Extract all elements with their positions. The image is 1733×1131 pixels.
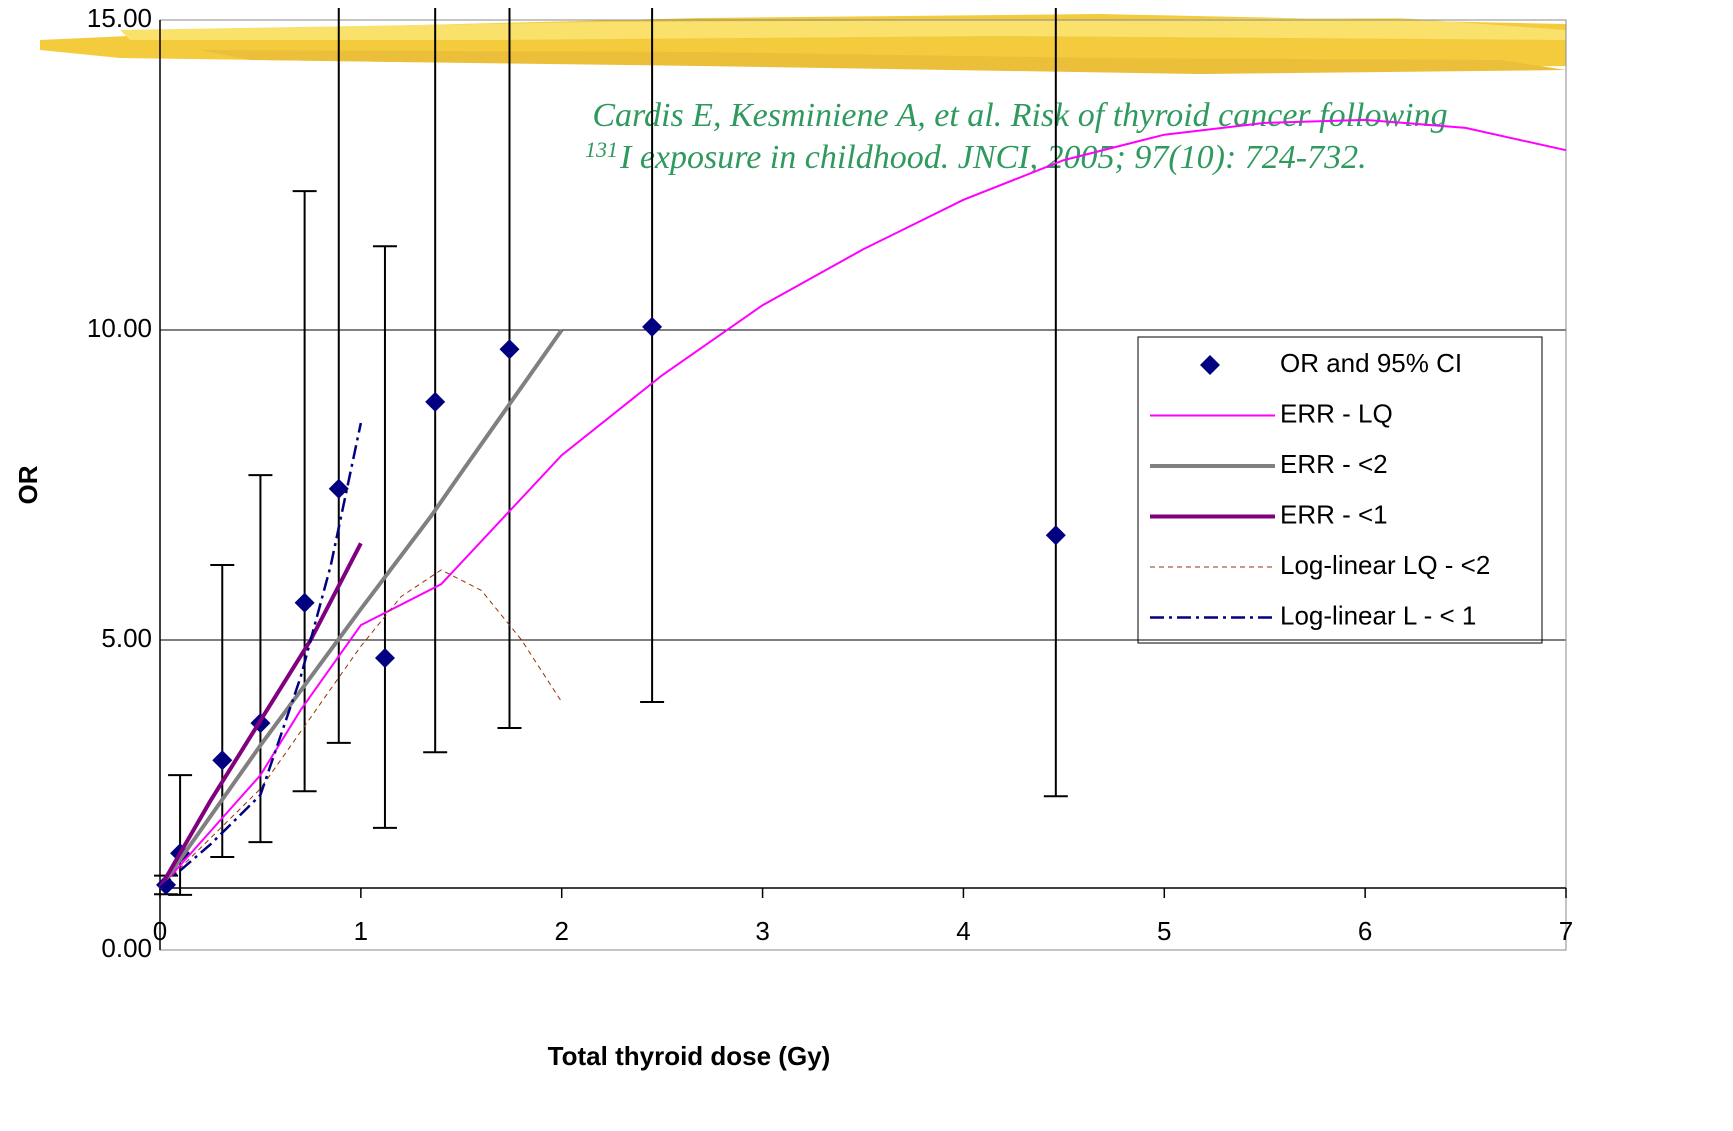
y-axis-label: OR: [13, 465, 43, 504]
x-tick-label: 4: [956, 916, 970, 946]
line-series: [159, 118, 1567, 889]
point: [374, 647, 395, 668]
point: [425, 391, 446, 412]
y-tick-label: 15.00: [87, 3, 152, 33]
citation-sup: 131: [585, 137, 618, 162]
x-tick-label: 6: [1358, 916, 1372, 946]
plot-area: [154, 8, 1567, 896]
line-series: [158, 542, 363, 890]
citation: I exposure in childhood. JNCI, 2005; 97(…: [619, 139, 1367, 176]
legend-label: ERR - LQ: [1280, 398, 1393, 428]
y-tick-label: 10.00: [87, 313, 152, 343]
point: [212, 750, 233, 771]
legend-label: ERR - <1: [1280, 499, 1388, 529]
x-tick-label: 1: [354, 916, 368, 946]
point: [328, 478, 349, 499]
legend-label: ERR - <2: [1280, 449, 1388, 479]
x-tick-label: 2: [554, 916, 568, 946]
y-tick-label: 0.00: [101, 933, 152, 963]
legend-label: Log-linear LQ - <2: [1280, 550, 1490, 580]
point: [642, 316, 663, 337]
legend-label: Log-linear L - < 1: [1280, 600, 1476, 630]
line-series: [158, 328, 564, 890]
y-tick-label: 5.00: [101, 623, 152, 653]
legend-swatch: [1200, 355, 1220, 375]
line-series: [159, 422, 363, 889]
x-tick-label: 3: [755, 916, 769, 946]
legend-label: OR and 95% CI: [1280, 348, 1462, 378]
decoration: [40, 14, 1566, 74]
x-tick-label: 5: [1157, 916, 1171, 946]
point: [1045, 525, 1066, 546]
point: [294, 592, 315, 613]
legend-box: [1137, 336, 1543, 644]
line-series: [159, 569, 563, 889]
x-axis-label: Total thyroid dose (Gy): [548, 1041, 831, 1071]
citation: Cardis E, Kesminiene A, et al. Risk of t…: [592, 97, 1447, 134]
x-tick-label: 0: [153, 916, 167, 946]
point: [499, 339, 520, 360]
x-tick-label: 7: [1559, 916, 1573, 946]
